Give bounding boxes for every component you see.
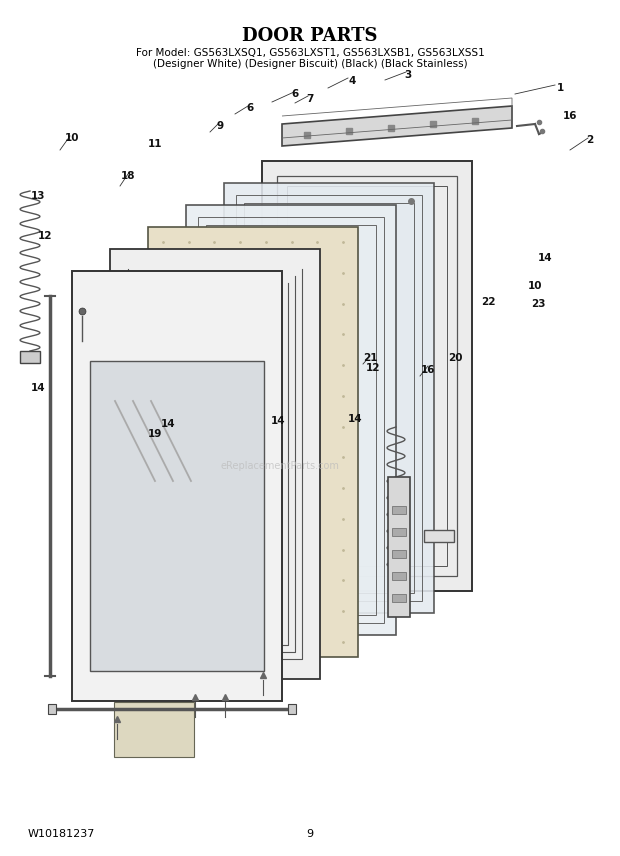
- Polygon shape: [224, 183, 434, 613]
- Text: 18: 18: [121, 171, 135, 181]
- Polygon shape: [262, 161, 472, 591]
- Text: 12: 12: [38, 231, 52, 241]
- Polygon shape: [114, 702, 194, 757]
- Text: 20: 20: [448, 353, 463, 363]
- Text: 14: 14: [161, 419, 175, 429]
- Text: 2: 2: [587, 135, 593, 145]
- Text: 23: 23: [531, 299, 545, 309]
- Bar: [424, 530, 454, 542]
- Text: 14: 14: [538, 253, 552, 263]
- Bar: [392, 528, 406, 536]
- Text: 16: 16: [421, 365, 435, 375]
- Text: 11: 11: [148, 139, 162, 149]
- Text: 14: 14: [271, 416, 285, 426]
- Bar: [392, 572, 406, 580]
- Text: 14: 14: [30, 383, 45, 393]
- Text: 16: 16: [563, 111, 577, 121]
- Text: 13: 13: [31, 191, 45, 201]
- Text: 19: 19: [148, 429, 162, 439]
- Bar: [48, 704, 56, 714]
- Polygon shape: [110, 249, 320, 679]
- Text: 10: 10: [528, 281, 542, 291]
- Text: 1: 1: [556, 83, 564, 93]
- Text: 14: 14: [348, 414, 362, 424]
- Text: 10: 10: [64, 133, 79, 143]
- Text: For Model: GS563LXSQ1, GS563LXST1, GS563LXSB1, GS563LXSS1: For Model: GS563LXSQ1, GS563LXST1, GS563…: [136, 48, 484, 58]
- Text: W10181237: W10181237: [28, 829, 95, 839]
- Text: eReplacementParts.com: eReplacementParts.com: [221, 461, 339, 471]
- Text: 21: 21: [363, 353, 377, 363]
- Polygon shape: [72, 271, 282, 701]
- Bar: [392, 506, 406, 514]
- Text: 7: 7: [306, 94, 314, 104]
- Bar: [392, 594, 406, 602]
- Text: 3: 3: [404, 70, 412, 80]
- Text: DOOR PARTS: DOOR PARTS: [242, 27, 378, 45]
- Polygon shape: [282, 106, 512, 146]
- Text: (Designer White) (Designer Biscuit) (Black) (Black Stainless): (Designer White) (Designer Biscuit) (Bla…: [153, 59, 467, 69]
- Bar: [20, 351, 40, 363]
- Text: 9: 9: [216, 121, 224, 131]
- Text: 22: 22: [480, 297, 495, 307]
- Polygon shape: [186, 205, 396, 635]
- Text: 9: 9: [306, 829, 314, 839]
- Bar: [388, 477, 410, 617]
- Polygon shape: [90, 361, 264, 671]
- Text: 6: 6: [291, 89, 299, 99]
- Bar: [392, 550, 406, 558]
- Text: 6: 6: [246, 103, 254, 113]
- Text: 12: 12: [366, 363, 380, 373]
- Bar: [288, 704, 296, 714]
- Text: 4: 4: [348, 76, 356, 86]
- Polygon shape: [148, 227, 358, 657]
